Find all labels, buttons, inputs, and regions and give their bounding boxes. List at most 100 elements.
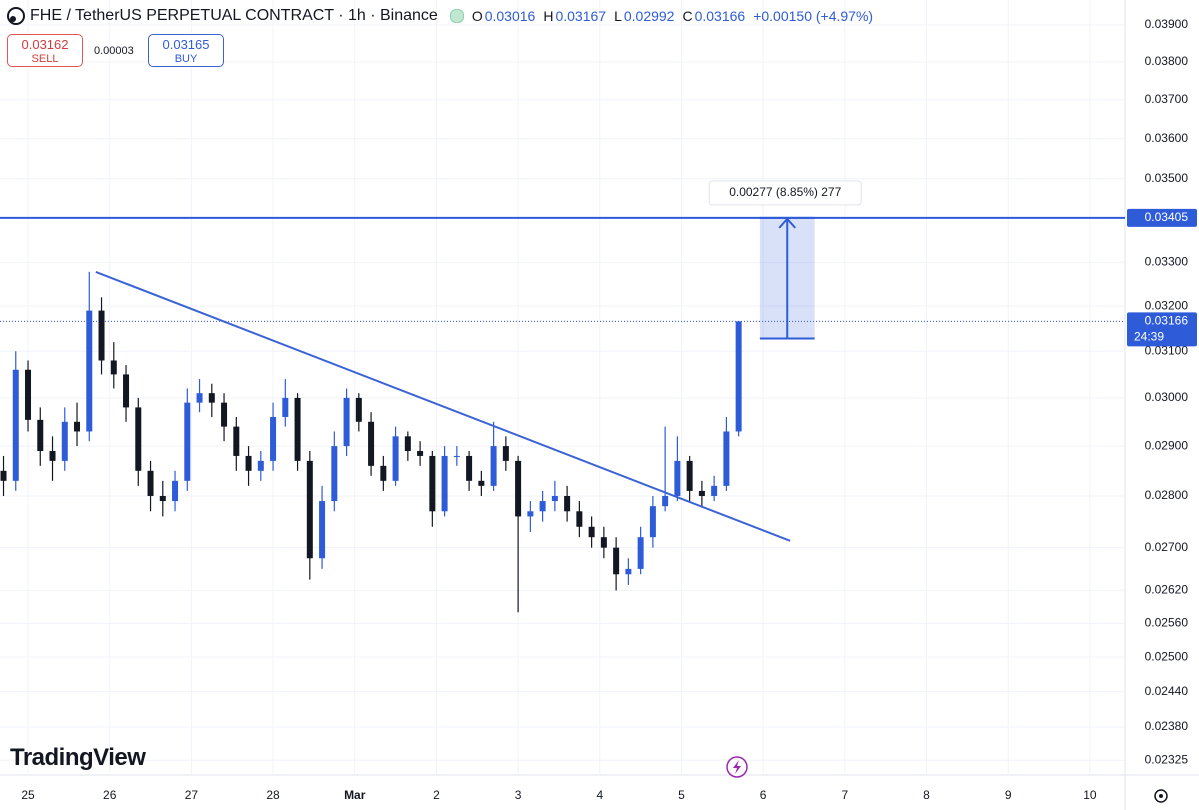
candle-body	[221, 402, 228, 427]
y-tick-label: 0.03900	[1145, 17, 1189, 31]
candle-body	[453, 455, 460, 457]
measure-label: 0.00277 (8.85%) 277	[729, 185, 841, 199]
ohlc-key: C	[682, 8, 693, 24]
candle-body	[417, 451, 424, 456]
candle-body	[37, 419, 44, 452]
x-tick-label: 27	[185, 788, 199, 802]
measure-label-bg	[708, 180, 862, 206]
last-price-label: 0.03166	[1145, 314, 1189, 328]
y-tick-label: 0.02560	[1145, 616, 1189, 630]
symbol: FHE / TetherUS PERPETUAL CONTRACT · 1h ·…	[30, 7, 438, 24]
x-tick-label: 9	[1005, 788, 1012, 802]
candle-body	[380, 465, 387, 481]
y-tick-label: 0.02325	[1145, 752, 1189, 766]
brand: TradingView	[10, 744, 146, 771]
candle-body	[135, 407, 142, 471]
candle-body	[502, 446, 509, 461]
y-tick-label: 0.02380	[1145, 719, 1189, 733]
countdown: 24:39	[1134, 330, 1164, 344]
y-tick-label: 0.03200	[1145, 298, 1189, 312]
candle-body	[576, 511, 583, 527]
candle-body	[319, 501, 326, 559]
y-tick-label: 0.03700	[1145, 92, 1189, 106]
candle-body	[392, 436, 399, 481]
buy-price: 0.03165	[162, 37, 210, 52]
lightning-bolt	[733, 760, 741, 774]
last-price-label-bg	[1127, 312, 1197, 347]
change: +0.00150 (+4.97%)	[753, 8, 874, 24]
candle-body	[282, 397, 289, 417]
spread: 0.00003	[94, 45, 134, 57]
x-tick-label: 25	[21, 788, 35, 802]
candle-body	[662, 495, 669, 507]
buy-button[interactable]: 0.03165 BUY	[148, 34, 224, 67]
y-tick-label: 0.03500	[1145, 171, 1189, 185]
candle-body	[331, 446, 338, 502]
candle-body	[527, 511, 534, 517]
y-tick-label: 0.03800	[1145, 54, 1189, 68]
y-tick-label: 0.03300	[1145, 255, 1189, 269]
candle-body	[539, 501, 546, 512]
settings-icon-core	[1159, 794, 1163, 798]
header: FHE / TetherUS PERPETUAL CONTRACT · 1h ·…	[6, 6, 873, 26]
sell-label: SELL	[31, 53, 59, 65]
ohlc-value: 0.03167	[555, 8, 607, 24]
x-tick-label: Mar	[344, 788, 366, 802]
candle-body	[74, 421, 81, 432]
y-tick-label: 0.03000	[1145, 390, 1189, 404]
candle-body	[613, 547, 620, 575]
y-tick-label: 0.02620	[1145, 583, 1189, 597]
candle-body	[49, 451, 56, 461]
candle-body	[600, 537, 607, 548]
candle-body	[110, 360, 117, 375]
candle-body	[12, 369, 19, 481]
settings-icon[interactable]	[1154, 789, 1168, 803]
candle-body	[723, 431, 730, 486]
candle-body	[564, 495, 571, 512]
candle-body	[123, 374, 130, 408]
candle-body	[625, 568, 632, 575]
candle-body	[25, 369, 32, 420]
x-tick-label: 8	[923, 788, 930, 802]
x-tick-label: 10	[1083, 788, 1097, 802]
y-tick-label: 0.02900	[1145, 438, 1189, 452]
x-tick-label: 3	[515, 788, 522, 802]
candle-body	[429, 455, 436, 512]
x-tick-label: 6	[760, 788, 767, 802]
candle-body	[343, 397, 350, 447]
sell-price: 0.03162	[21, 37, 69, 52]
candle-body	[735, 321, 742, 432]
candle-body	[233, 426, 240, 456]
candle-body	[98, 310, 105, 361]
candle-body	[466, 455, 473, 481]
candle-body	[208, 393, 215, 403]
candle-body	[196, 393, 203, 403]
status-dot	[449, 9, 464, 23]
candle-body	[711, 485, 718, 496]
sell-button[interactable]: 0.03162 SELL	[7, 34, 83, 67]
y-tick-label: 0.02440	[1145, 684, 1189, 698]
symbol-icon	[7, 7, 25, 25]
x-tick-label: 5	[678, 788, 685, 802]
candle-body	[551, 495, 558, 502]
ohlc-key: H	[543, 8, 554, 24]
x-tick-label: 2	[433, 788, 440, 802]
candle-body	[147, 470, 154, 496]
y-tick-label: 0.03100	[1145, 343, 1189, 357]
measure-arrowhead	[778, 217, 796, 229]
candle-body	[184, 402, 191, 481]
candle-body	[649, 506, 656, 538]
trendline	[95, 270, 791, 542]
x-tick-label: 7	[841, 788, 848, 802]
y-tick-label: 0.02700	[1145, 540, 1189, 554]
candle-body	[172, 480, 179, 502]
x-tick-label: 26	[103, 788, 117, 802]
candle-body	[588, 526, 595, 538]
candle-body	[159, 495, 166, 502]
candle-body	[674, 460, 681, 496]
x-tick-label: 4	[596, 788, 603, 802]
y-tick-label: 0.02500	[1145, 649, 1189, 663]
candle-body	[490, 446, 497, 486]
